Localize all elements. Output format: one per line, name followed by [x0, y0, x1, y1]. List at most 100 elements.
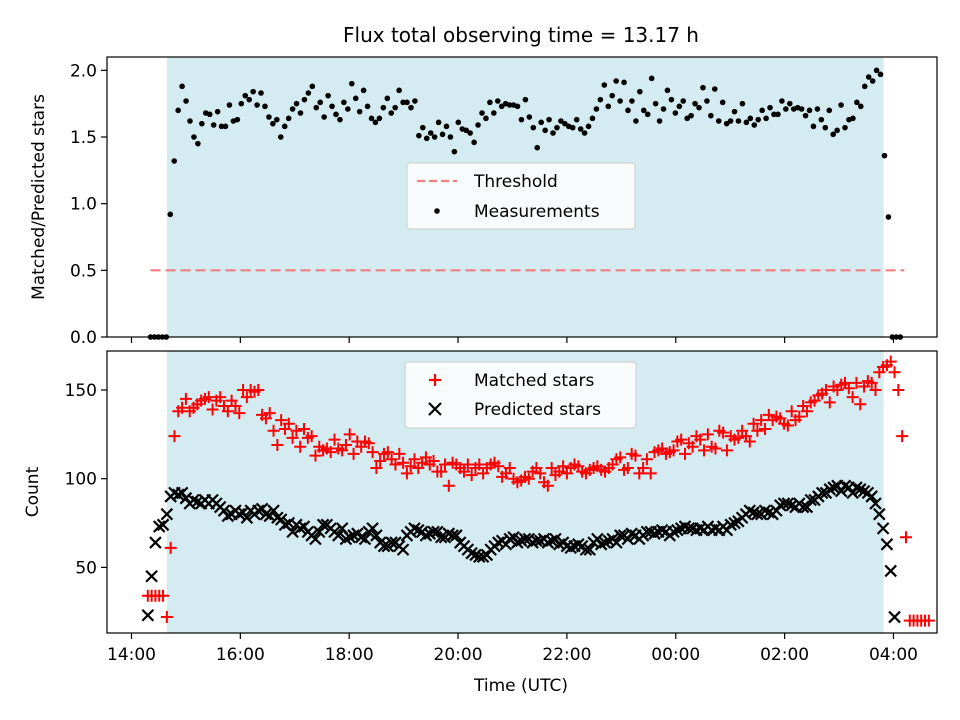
matched-star-point — [842, 382, 855, 395]
measurement-point — [558, 118, 564, 124]
measurement-point — [455, 119, 462, 126]
measurement-point — [483, 115, 489, 122]
measurement-point — [214, 108, 221, 115]
measurement-point — [352, 95, 359, 102]
measurement-point — [885, 214, 892, 220]
measurement-point — [250, 88, 256, 95]
matched-star-point — [366, 446, 379, 459]
predicted-star-point — [545, 534, 558, 548]
matched-star-point — [896, 430, 909, 443]
predicted-star-point — [850, 481, 863, 494]
measurement-point — [723, 120, 730, 127]
matched-star-point — [720, 444, 733, 457]
matched-star-point — [541, 479, 554, 492]
legend-matched-label: Matched stars — [474, 371, 594, 391]
matched-star-point — [781, 419, 794, 432]
matched-star-point — [759, 423, 772, 436]
predicted-star-point — [419, 529, 433, 542]
measurement-point — [325, 92, 331, 99]
matched-star-point — [362, 437, 375, 450]
x-tick-label: 02:00 — [760, 645, 809, 665]
measurement-point — [802, 112, 809, 119]
predicted-star-point — [728, 516, 741, 530]
measurement-point — [274, 116, 280, 123]
matched-star-point — [263, 407, 276, 420]
matched-star-point — [164, 541, 177, 554]
predicted-star-point — [613, 529, 627, 542]
matched-star-point — [686, 440, 699, 453]
measurement-point — [601, 82, 608, 88]
matched-star-point — [621, 462, 634, 475]
matched-star-point — [846, 391, 859, 404]
matched-star-point — [557, 460, 570, 473]
measurement-point — [285, 115, 292, 122]
measurement-point — [396, 87, 402, 94]
predicted-star-point — [160, 507, 174, 521]
measurement-point — [715, 118, 722, 124]
matched-star-point — [629, 449, 642, 462]
matched-star-point — [461, 458, 474, 471]
measurement-point — [877, 71, 884, 78]
predicted-star-point — [370, 529, 383, 542]
predicted-star-point — [252, 504, 265, 517]
predicted-star-point — [815, 486, 829, 500]
legend-measurements-swatch — [434, 208, 440, 214]
measurement-point — [451, 148, 458, 155]
measurement-point — [416, 132, 422, 139]
measurement-point — [404, 99, 410, 106]
matched-star-point — [892, 384, 905, 397]
matched-star-point — [709, 442, 722, 455]
predicted-star-point — [366, 522, 379, 535]
measurement-point — [258, 90, 264, 96]
matched-star-point — [206, 403, 219, 416]
predicted-star-point — [149, 536, 162, 549]
measurement-point — [826, 107, 833, 114]
y-tick-label: 150 — [65, 381, 97, 401]
matched-star-point — [534, 467, 547, 480]
measurement-point — [759, 107, 765, 114]
measurement-point — [542, 127, 548, 134]
matched-star-point — [305, 430, 318, 443]
measurement-point — [360, 87, 367, 94]
predicted-star-point — [873, 507, 886, 521]
predicted-star-point — [412, 523, 425, 537]
measurement-point — [423, 135, 430, 142]
measurement-point — [408, 104, 414, 111]
measurement-point — [767, 104, 773, 111]
measurement-point — [605, 103, 612, 110]
predicted-star-point — [667, 525, 680, 539]
measurement-point — [206, 111, 213, 118]
matched-star-point — [438, 458, 451, 471]
y-tick-label: 0.0 — [70, 328, 97, 348]
matched-star-point — [694, 433, 707, 446]
measurement-point — [199, 120, 205, 127]
measurement-point — [779, 98, 785, 104]
measurement-point — [293, 100, 300, 107]
measurement-point — [747, 115, 754, 122]
matched-star-point — [370, 462, 383, 475]
matched-star-point — [339, 439, 352, 451]
matched-star-point — [785, 405, 798, 418]
matched-star-point — [290, 424, 303, 437]
measurement-point — [498, 103, 505, 110]
bottom-y-axis-label: Count — [23, 466, 43, 517]
measurement-point — [270, 120, 276, 127]
matched-star-point — [458, 465, 471, 478]
measurement-point — [589, 115, 596, 122]
top-x-ticks — [130, 337, 895, 343]
bottom-y-ticks: 50 100 150 — [65, 381, 107, 578]
measurement-point — [806, 107, 813, 114]
measurement-point — [534, 144, 541, 151]
matched-star-point — [793, 410, 806, 423]
predicted-star-point — [853, 483, 867, 496]
matched-star-point — [675, 433, 688, 446]
predicted-star-point — [427, 525, 440, 539]
matched-star-point — [176, 401, 189, 414]
predicted-star-point — [152, 520, 166, 533]
predicted-star-point — [332, 529, 345, 542]
legend-measurements-label: Measurements — [474, 202, 600, 222]
measurement-point — [854, 99, 860, 106]
predicted-star-point — [804, 493, 818, 507]
predicted-star-point — [888, 610, 901, 624]
measurement-point — [538, 119, 544, 126]
